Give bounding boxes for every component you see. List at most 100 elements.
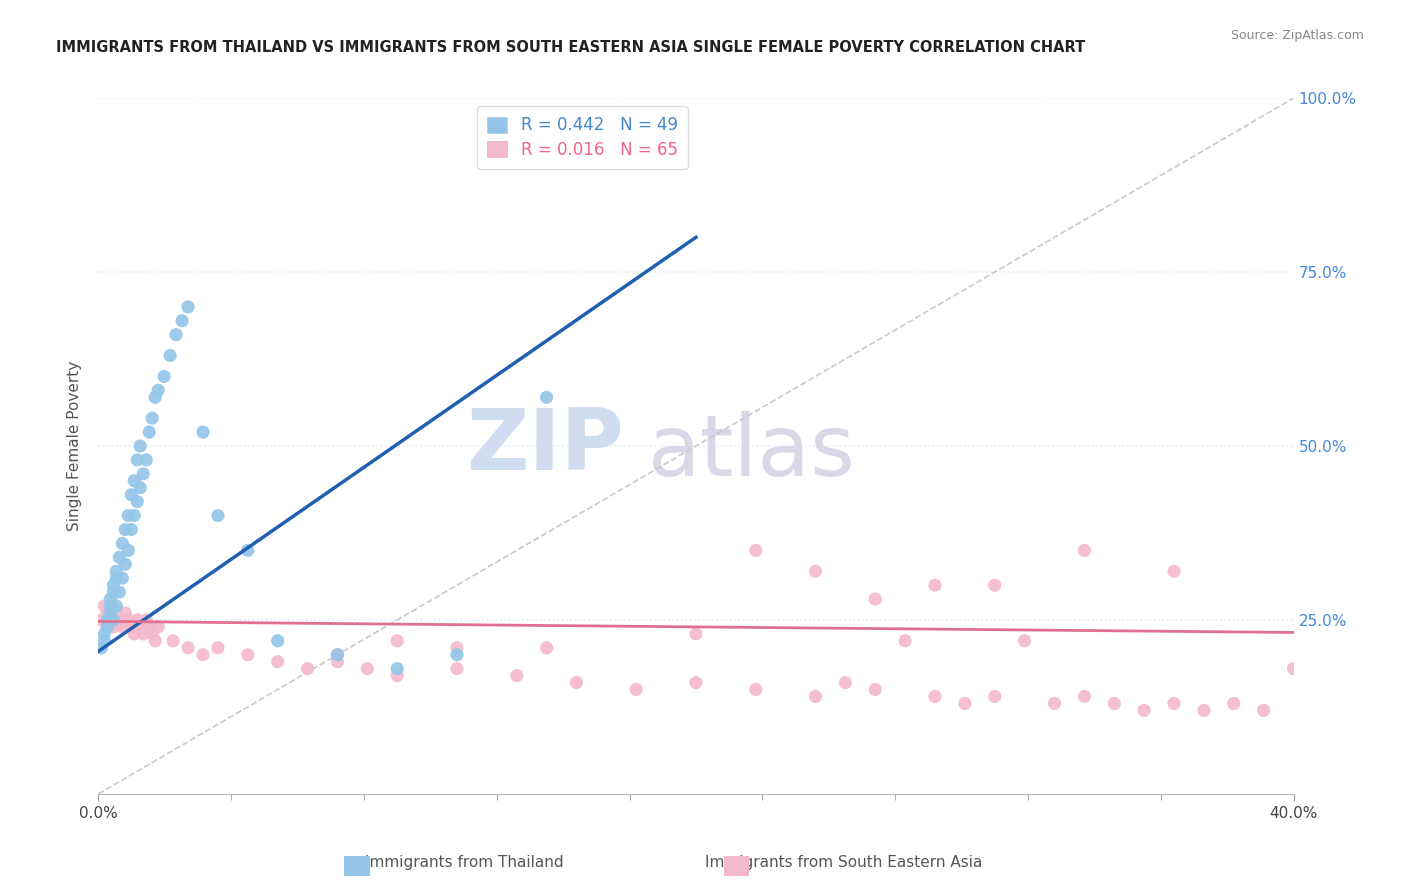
Text: atlas: atlas xyxy=(648,411,856,494)
Point xyxy=(236,648,259,662)
Point xyxy=(127,494,149,508)
Point xyxy=(865,682,887,697)
Point xyxy=(143,633,166,648)
Point xyxy=(804,690,827,704)
Point xyxy=(165,327,187,342)
Point xyxy=(685,675,707,690)
Point xyxy=(120,620,142,634)
Point xyxy=(96,613,118,627)
Point xyxy=(1282,662,1305,676)
Point xyxy=(446,640,468,655)
Point xyxy=(100,613,122,627)
Point xyxy=(120,523,142,537)
Point xyxy=(536,640,558,655)
Point xyxy=(984,690,1007,704)
Point xyxy=(172,314,194,328)
Point xyxy=(120,488,142,502)
Point xyxy=(177,640,200,655)
Point xyxy=(565,675,588,690)
Text: ZIP: ZIP xyxy=(467,404,624,488)
Point xyxy=(93,633,115,648)
Point xyxy=(1223,697,1246,711)
Point xyxy=(177,300,200,314)
Point xyxy=(191,648,214,662)
Point xyxy=(1104,697,1126,711)
Point xyxy=(108,550,131,565)
Point xyxy=(1073,690,1095,704)
Point xyxy=(105,571,128,585)
Point xyxy=(138,620,160,634)
Point xyxy=(111,571,134,585)
Point xyxy=(135,613,157,627)
Point xyxy=(100,599,122,613)
Text: Source: ZipAtlas.com: Source: ZipAtlas.com xyxy=(1230,29,1364,42)
Point xyxy=(159,349,181,363)
Point xyxy=(114,523,136,537)
Point xyxy=(141,627,163,641)
Point xyxy=(114,558,136,572)
Point xyxy=(385,662,409,676)
Point xyxy=(1163,564,1185,578)
Point xyxy=(138,425,160,439)
Point xyxy=(117,508,139,523)
Point xyxy=(1192,703,1215,717)
Point xyxy=(103,585,125,599)
Point xyxy=(984,578,1007,592)
Point xyxy=(103,620,125,634)
Point xyxy=(924,578,946,592)
Point xyxy=(93,599,115,613)
Point xyxy=(105,606,128,620)
Point xyxy=(105,564,128,578)
Point xyxy=(326,648,349,662)
Point xyxy=(129,439,152,453)
Point xyxy=(536,390,558,404)
Point xyxy=(108,613,131,627)
Point xyxy=(626,682,648,697)
Point xyxy=(685,627,707,641)
Point xyxy=(162,633,184,648)
Point xyxy=(103,613,125,627)
Point xyxy=(124,508,146,523)
Point xyxy=(1253,703,1275,717)
Point xyxy=(1073,543,1095,558)
Point xyxy=(96,620,118,634)
Point xyxy=(356,662,378,676)
Point xyxy=(1014,633,1036,648)
Point xyxy=(385,633,409,648)
Point xyxy=(1043,697,1066,711)
Point xyxy=(100,606,122,620)
Point xyxy=(153,369,176,384)
Point xyxy=(96,606,118,620)
Point xyxy=(148,620,170,634)
Text: Immigrants from South Eastern Asia: Immigrants from South Eastern Asia xyxy=(704,855,983,870)
Point xyxy=(326,655,349,669)
Point xyxy=(865,592,887,607)
Point xyxy=(953,697,976,711)
Point xyxy=(132,467,155,481)
Point xyxy=(1163,697,1185,711)
Point xyxy=(236,543,259,558)
Point xyxy=(894,633,917,648)
Text: IMMIGRANTS FROM THAILAND VS IMMIGRANTS FROM SOUTH EASTERN ASIA SINGLE FEMALE POV: IMMIGRANTS FROM THAILAND VS IMMIGRANTS F… xyxy=(56,40,1085,55)
Point xyxy=(834,675,856,690)
Point xyxy=(124,474,146,488)
Point xyxy=(326,648,349,662)
Point xyxy=(111,536,134,550)
Point xyxy=(90,613,112,627)
Point xyxy=(90,640,112,655)
Point xyxy=(745,682,768,697)
Point xyxy=(446,662,468,676)
Point xyxy=(148,384,170,398)
Point xyxy=(143,390,166,404)
Point xyxy=(191,425,214,439)
Point xyxy=(506,668,529,682)
Point xyxy=(207,640,229,655)
Point xyxy=(267,633,290,648)
Point xyxy=(103,578,125,592)
Point xyxy=(129,481,152,495)
Point xyxy=(111,620,134,634)
Point xyxy=(100,592,122,607)
Text: Immigrants from Thailand: Immigrants from Thailand xyxy=(364,855,564,870)
Point xyxy=(804,564,827,578)
Point xyxy=(117,543,139,558)
